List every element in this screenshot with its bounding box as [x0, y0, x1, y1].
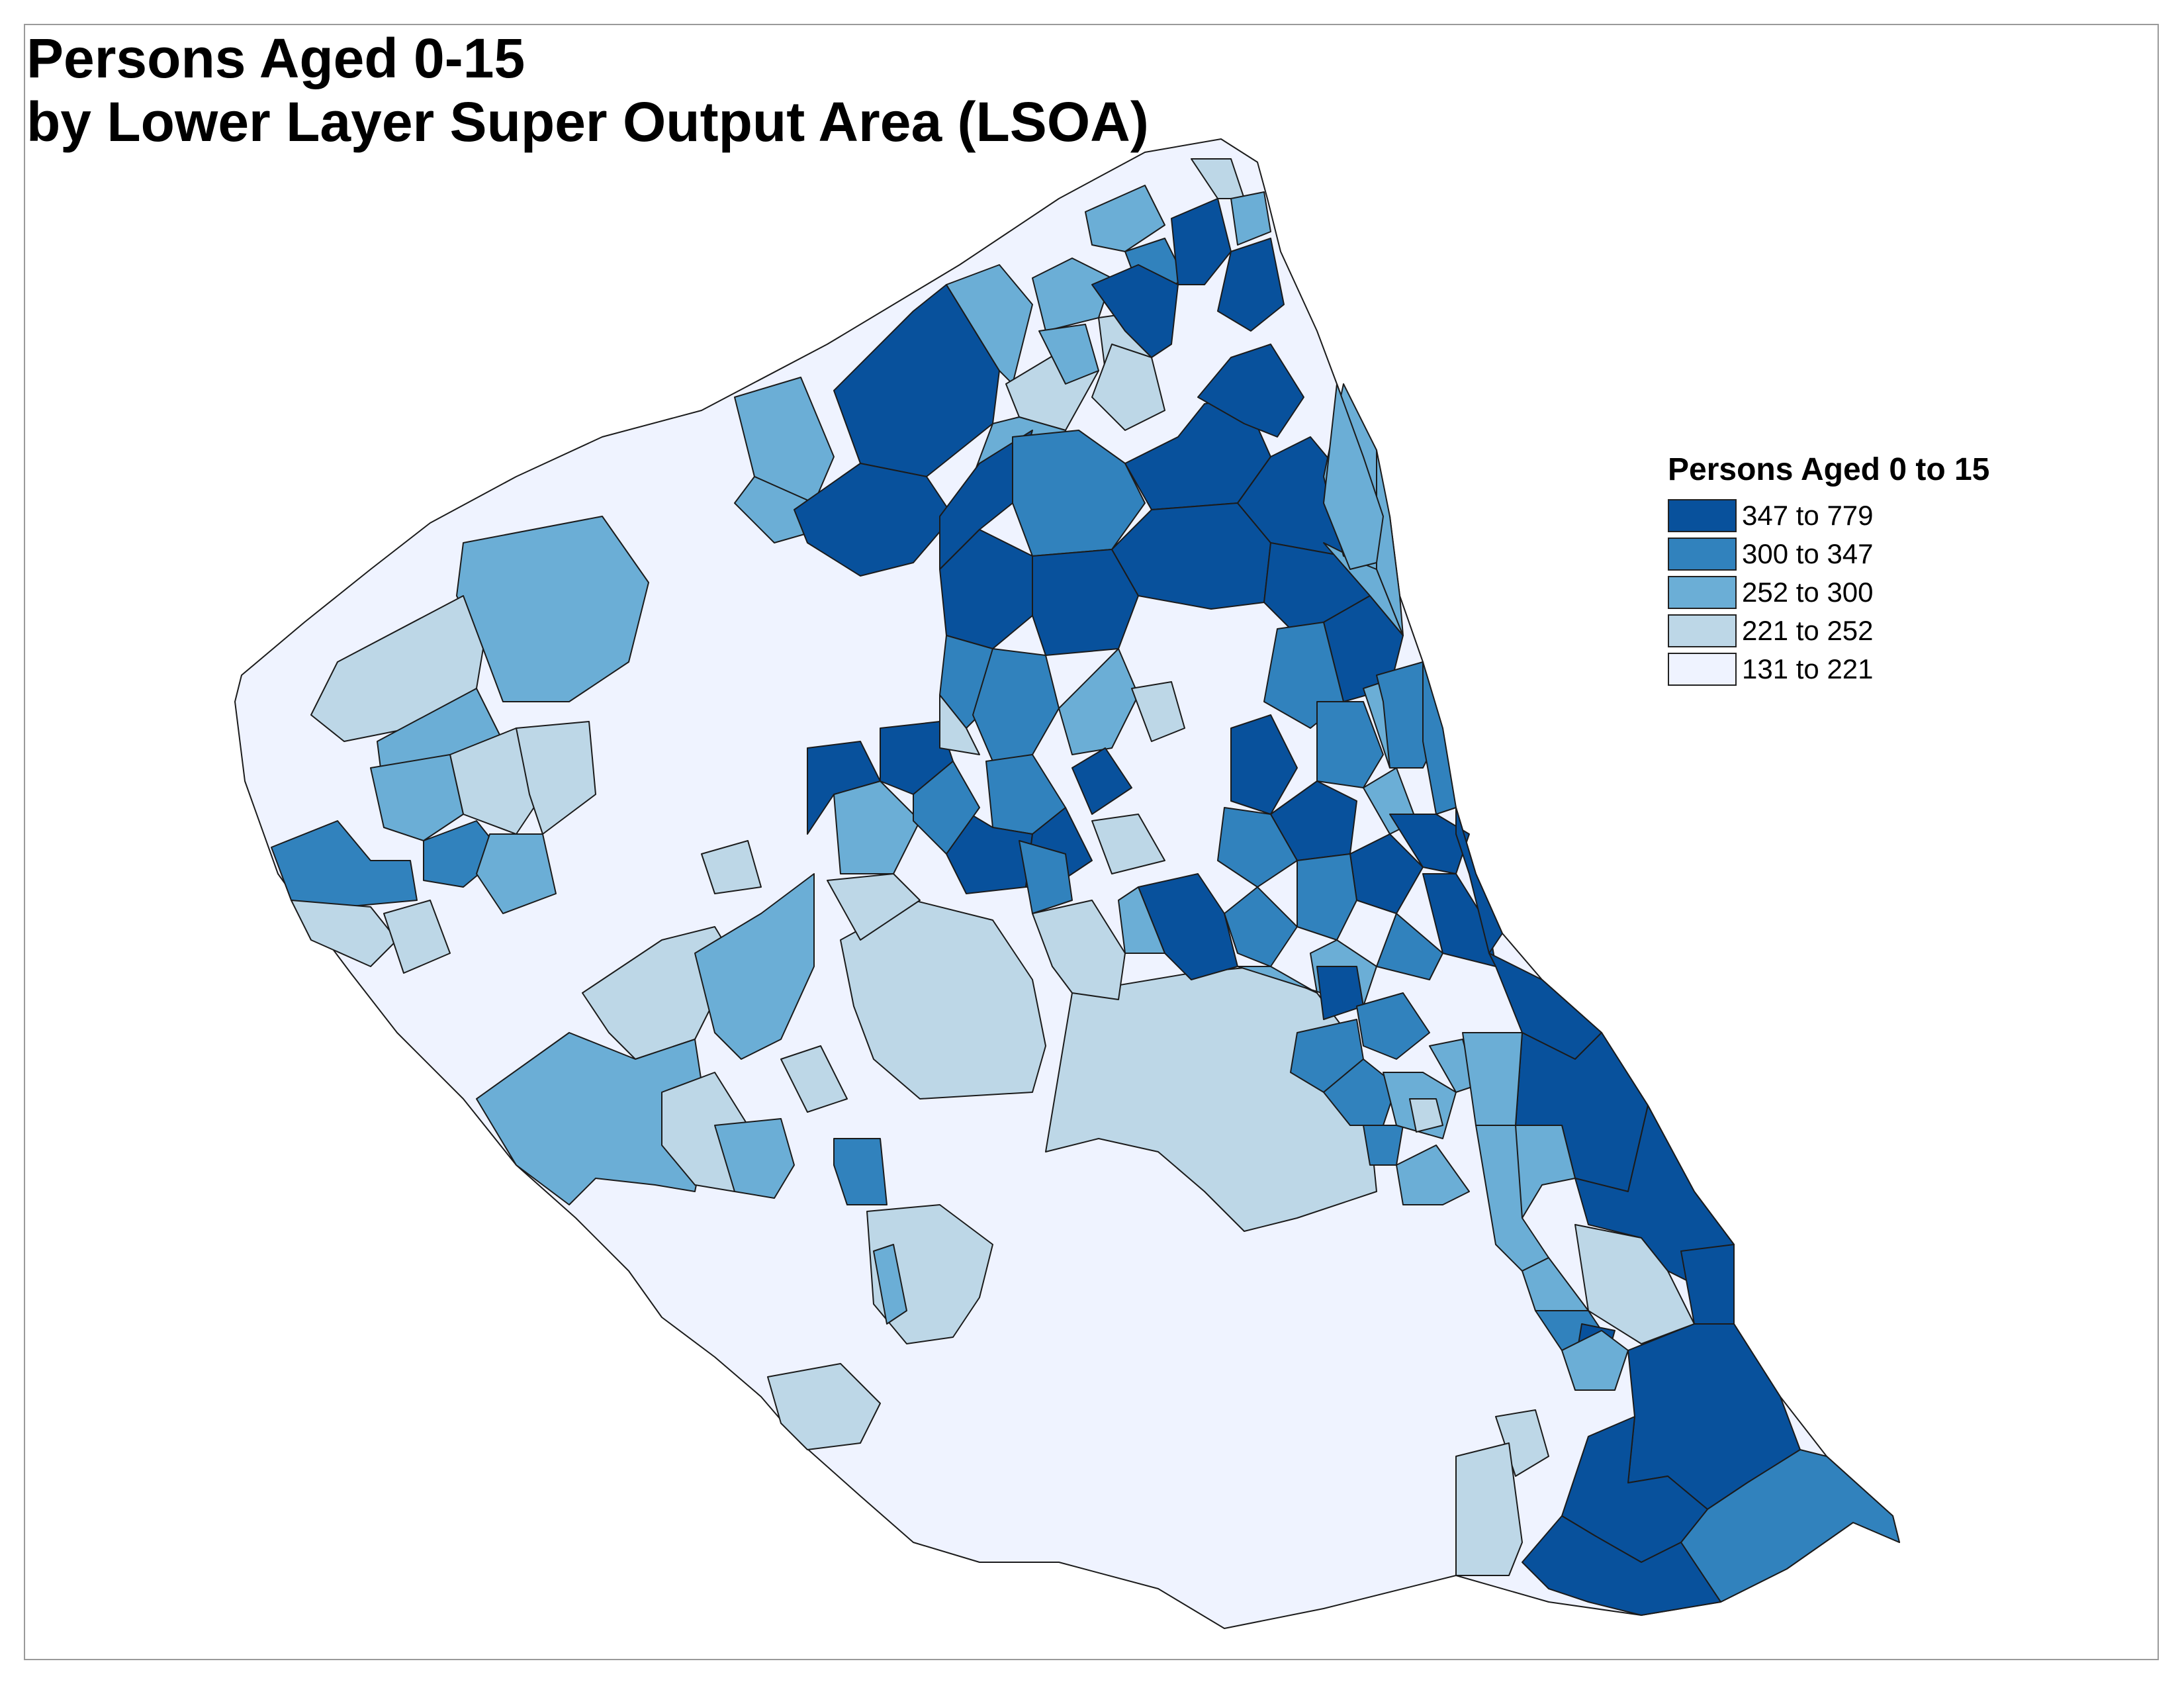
legend-swatch [1668, 576, 1737, 609]
legend-item: 131 to 221 [1668, 650, 1989, 688]
legend-item: 300 to 347 [1668, 535, 1989, 573]
legend-label: 300 to 347 [1742, 538, 1874, 570]
lsoa-e25 [1410, 1099, 1443, 1132]
map-legend: Persons Aged 0 to 15 347 to 779 300 to 3… [1668, 450, 1989, 688]
lsoa-e21 [1363, 1125, 1403, 1165]
legend-label: 347 to 779 [1742, 500, 1874, 532]
legend-swatch [1668, 538, 1737, 571]
legend-label: 131 to 221 [1742, 653, 1874, 685]
legend-item: 221 to 252 [1668, 612, 1989, 650]
legend-swatch [1668, 614, 1737, 647]
legend-title: Persons Aged 0 to 15 [1668, 450, 1989, 490]
legend-swatch [1668, 653, 1737, 686]
lsoa-coast22 [1456, 1443, 1522, 1575]
legend-label: 221 to 252 [1742, 615, 1874, 647]
legend-item: 252 to 300 [1668, 573, 1989, 612]
legend-item: 347 to 779 [1668, 496, 1989, 535]
legend-swatch [1668, 499, 1737, 532]
legend-label: 252 to 300 [1742, 577, 1874, 608]
